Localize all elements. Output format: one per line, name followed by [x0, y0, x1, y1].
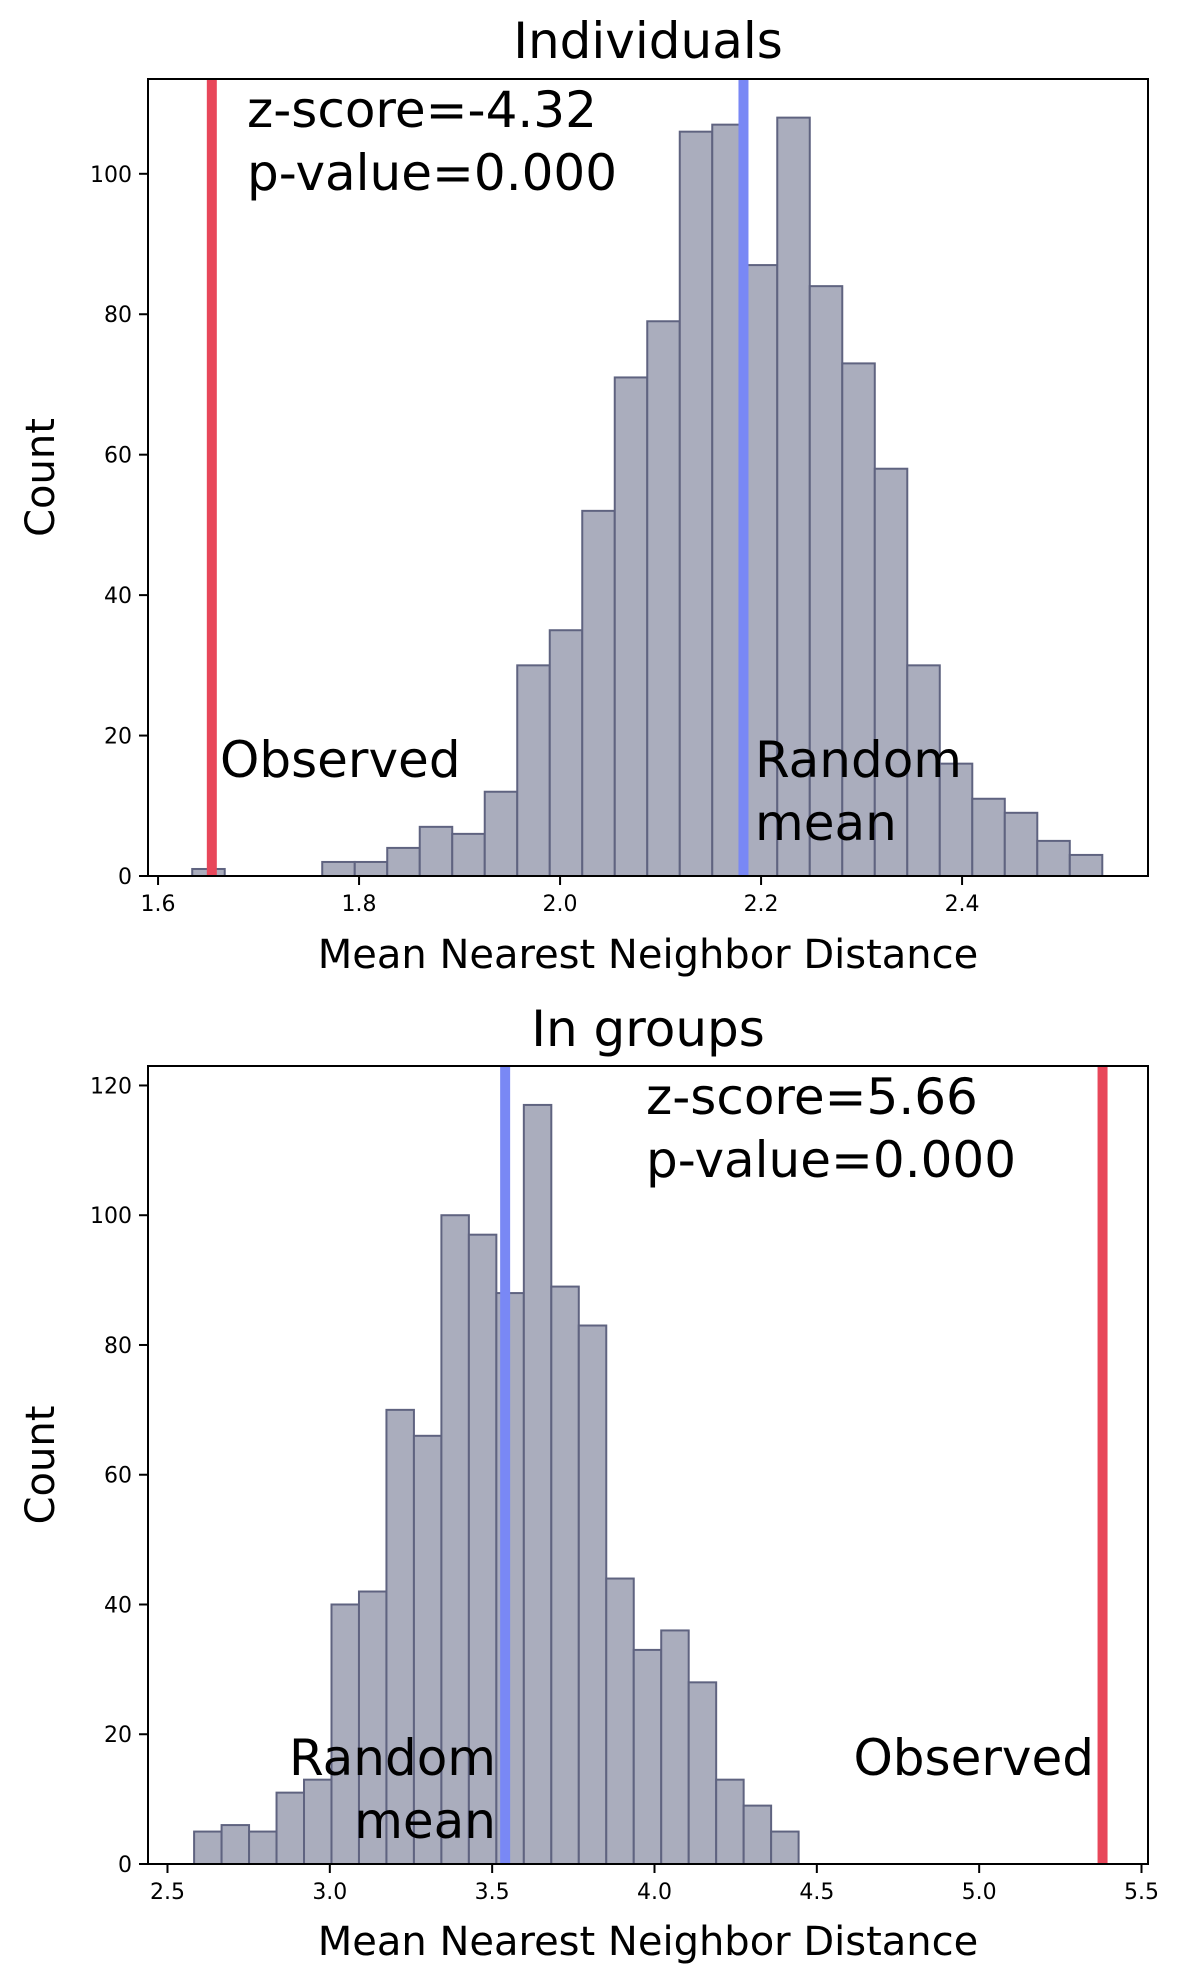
- histogram-bar: [906, 664, 941, 878]
- histogram-bar: [321, 860, 356, 877]
- x-tick-label: 1.6: [141, 892, 176, 917]
- histogram-bar: [330, 1603, 360, 1865]
- y-tick-label: 20: [104, 1723, 132, 1748]
- y-tick-label: 60: [104, 444, 132, 469]
- histogram-bar: [550, 1285, 580, 1865]
- histogram-bar: [412, 1434, 443, 1866]
- histogram-bar: [483, 790, 519, 877]
- histogram-bar: [451, 832, 486, 878]
- y-tick-label: 80: [104, 303, 132, 328]
- y-tick-label: 120: [90, 1074, 132, 1099]
- x-axis-label: Mean Nearest Neighbor Distance: [318, 1919, 978, 1965]
- observed-label: Observed: [220, 731, 461, 789]
- x-tick-label: 1.8: [342, 892, 377, 917]
- chart-panel-1: 1.6 1.8 2.0 2.2 2.4 0 20 40 60 80 100 Individuals Me…: [18, 12, 1149, 978]
- y-tick-label: 100: [90, 1204, 132, 1229]
- histogram-bar: [742, 1804, 773, 1865]
- y-axis-label: Count: [18, 1406, 64, 1525]
- histogram-bar: [275, 1791, 306, 1866]
- histogram-bar: [1003, 811, 1039, 877]
- histogram-bar: [678, 130, 714, 877]
- random-mean-label: mean: [354, 1792, 496, 1850]
- histogram-bar: [193, 1830, 223, 1866]
- histogram-bar: [386, 846, 421, 877]
- y-tick-label: 0: [118, 1853, 132, 1878]
- histogram-bar: [220, 1824, 251, 1865]
- histogram-bar: [873, 467, 909, 877]
- histogram-bar: [1036, 839, 1071, 878]
- x-tick-label: 5.5: [1124, 1880, 1159, 1905]
- p-value-annotation: p-value=0.000: [646, 1131, 1016, 1189]
- random-mean-label: mean: [755, 794, 897, 852]
- x-tick-label: 2.5: [150, 1880, 185, 1905]
- chart-panel-2: 2.5 3.0 3.5 4.0 4.5 5.0 5.5 0 20 40 60 80 100 120 In g…: [18, 1000, 1159, 1965]
- x-tick-label: 4.0: [637, 1880, 672, 1905]
- z-score-annotation: z-score=-4.32: [247, 81, 597, 139]
- histogram-bar: [938, 762, 974, 878]
- histogram-bar: [548, 629, 584, 877]
- histogram-bar: [687, 1681, 718, 1865]
- axes-frame: [147, 78, 1149, 877]
- y-tick-label: 40: [104, 584, 132, 609]
- x-tick-label: 2.4: [945, 892, 980, 917]
- chart-title: In groups: [531, 1000, 765, 1058]
- histogram-bar: [522, 1103, 553, 1866]
- histogram-bar: [632, 1648, 663, 1866]
- chart-title: Individuals: [513, 12, 783, 70]
- histogram-bar: [605, 1577, 635, 1866]
- histogram-bar: [440, 1214, 470, 1865]
- p-value-annotation: p-value=0.000: [247, 144, 617, 202]
- y-tick-label: 60: [104, 1464, 132, 1489]
- z-score-annotation: z-score=5.66: [646, 1068, 978, 1126]
- y-tick-label: 0: [118, 865, 132, 890]
- random-mean-label: Random: [289, 1729, 496, 1787]
- x-tick-label: 4.5: [799, 1880, 834, 1905]
- histogram-bar: [581, 509, 616, 877]
- histogram-bar: [467, 1233, 498, 1866]
- histogram-bar: [248, 1830, 278, 1866]
- x-tick-label: 2.0: [543, 892, 578, 917]
- x-tick-label: 2.2: [744, 892, 779, 917]
- histogram-bar: [516, 664, 551, 878]
- histogram-bar: [646, 320, 681, 878]
- histogram-bar: [971, 797, 1006, 877]
- y-axis-label: Count: [18, 418, 64, 537]
- y-tick-label: 100: [90, 163, 132, 188]
- histogram-bar: [577, 1324, 608, 1865]
- histogram-bar: [303, 1778, 333, 1866]
- histogram-bar: [660, 1629, 690, 1865]
- axes-frame: [147, 1065, 1149, 1865]
- x-tick-label: 3.5: [475, 1880, 510, 1905]
- histogram-bar: [357, 1590, 388, 1865]
- y-tick-label: 20: [104, 725, 132, 750]
- histogram-bar: [770, 1830, 800, 1866]
- y-tick-label: 80: [104, 1334, 132, 1359]
- histogram-bar: [385, 1408, 415, 1865]
- histogram-bar: [353, 860, 389, 877]
- observed-label: Observed: [853, 1729, 1094, 1787]
- x-tick-label: 3.0: [312, 1880, 347, 1905]
- y-tick-label: 40: [104, 1593, 132, 1618]
- random-mean-label: Random: [755, 731, 962, 789]
- histogram-bar: [418, 825, 454, 878]
- histogram-bar: [613, 376, 649, 877]
- histogram-bar: [1068, 853, 1104, 877]
- histogram-bar: [715, 1778, 745, 1866]
- x-tick-label: 5.0: [962, 1880, 997, 1905]
- x-axis-label: Mean Nearest Neighbor Distance: [318, 932, 978, 978]
